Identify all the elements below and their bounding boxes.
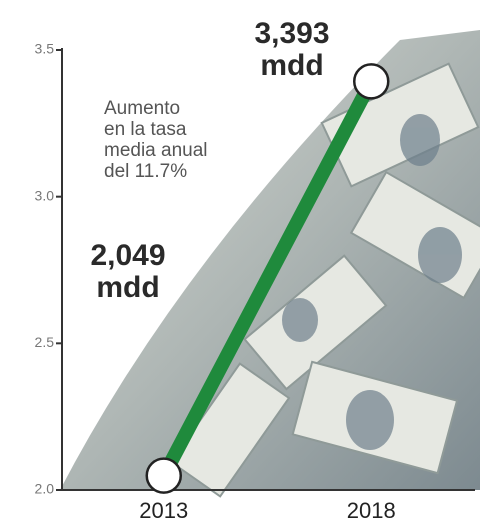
portraits (282, 114, 462, 450)
banknotes (169, 62, 480, 498)
y-tick-label: 3.5 (35, 41, 55, 57)
x-tick-label: 2013 (139, 498, 188, 523)
x-tick-label: 2018 (347, 498, 396, 523)
y-tick-label: 3.0 (35, 187, 55, 203)
annotation: Aumento en la tasa media anual del 11.7% (104, 98, 208, 182)
line (157, 78, 378, 479)
value-label: 3,393 mdd (254, 17, 330, 82)
value-label: 2,049 mdd (90, 239, 166, 304)
y-tick-label: 2.5 (35, 334, 55, 350)
point (353, 63, 390, 100)
y-tick-label: 2.0 (35, 481, 55, 497)
point (145, 457, 182, 494)
